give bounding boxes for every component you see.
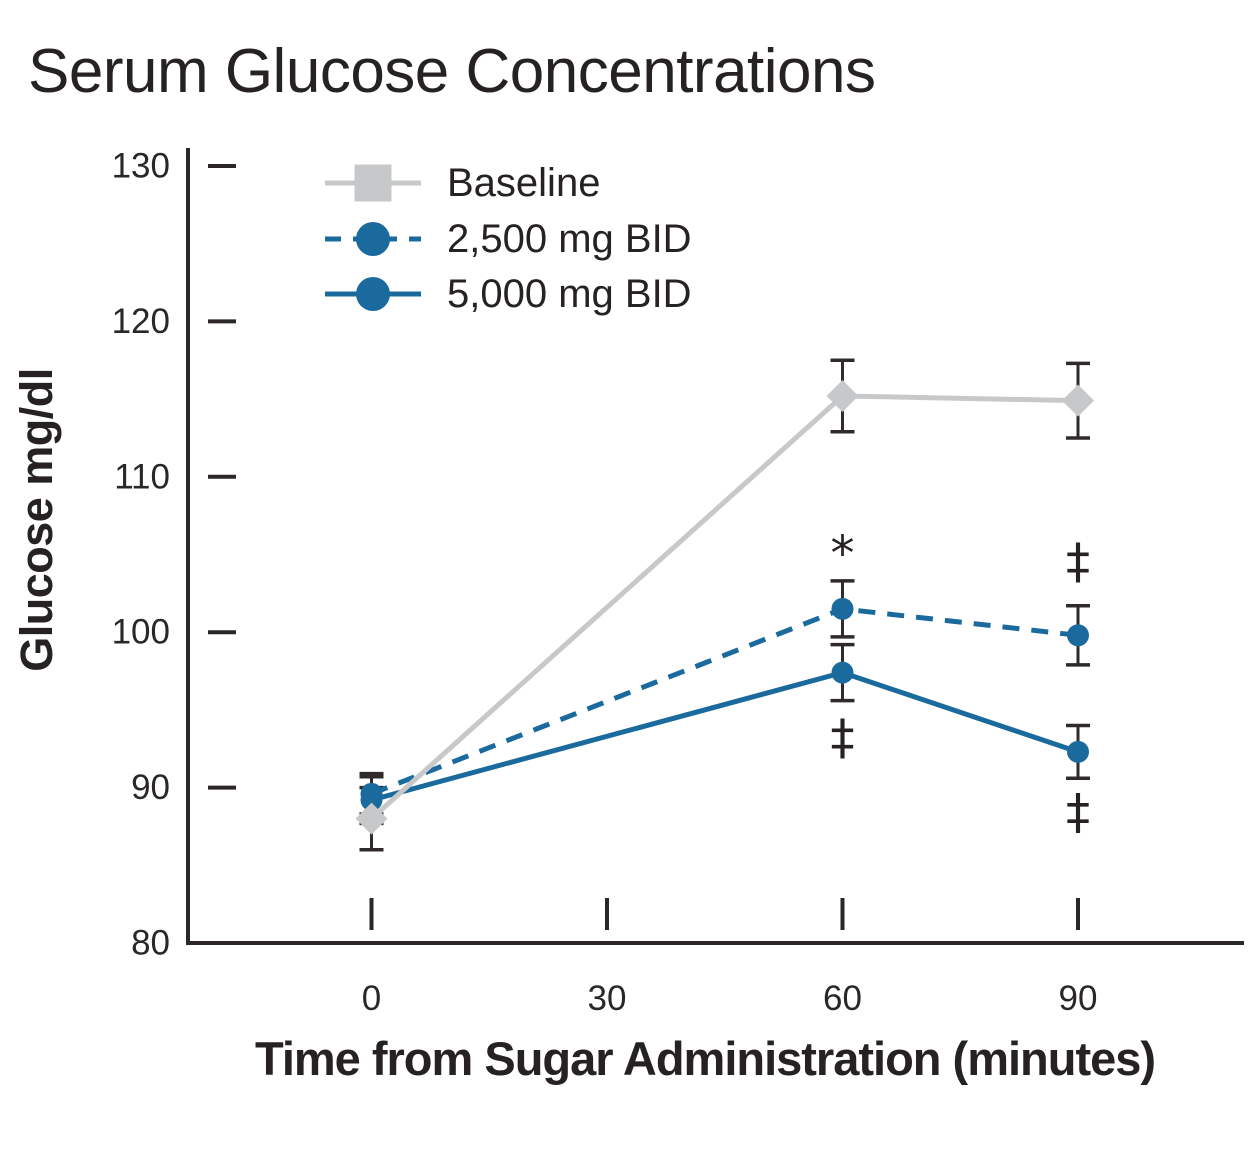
data-point-circle-5-000-mg-bid [360, 789, 383, 812]
legend-entry-baseline: Baseline [325, 161, 600, 205]
data-point-diamond-baseline [1062, 384, 1094, 417]
legend-2500-label: 2,500 mg BID [447, 217, 692, 261]
x-tick-label: 0 [362, 979, 381, 1018]
y-tick-label: 110 [114, 457, 170, 496]
legend-5000-circle-marker-icon [356, 277, 390, 311]
y-tick-label: 130 [112, 147, 170, 186]
data-point-circle-5-000-mg-bid [1067, 740, 1089, 763]
significance-marker: ‡ [1066, 534, 1090, 590]
series-line-baseline [369, 393, 1079, 821]
x-tick-label: 90 [1059, 979, 1098, 1018]
data-point-circle-5-000-mg-bid [831, 661, 854, 684]
error-bars [359, 358, 1090, 852]
y-tick-label: 90 [131, 768, 170, 807]
data-point-circle-2-500-mg-bid [831, 597, 854, 620]
annotations: * ‡ ‡ ‡ [831, 526, 1091, 841]
axes: 130 120 110 100 90 80 0 30 60 90 [112, 147, 1244, 1018]
y-tick-label: 80 [131, 924, 170, 963]
series-line-2-500-mg-bid [370, 606, 1079, 797]
legend-2500-circle-marker-icon [356, 222, 390, 256]
series-line-5-000-mg-bid [370, 669, 1079, 803]
data-point-circle-2-500-mg-bid [1067, 624, 1089, 647]
significance-marker: ‡ [831, 710, 855, 766]
chart-title: Serum Glucose Concentrations [28, 37, 876, 106]
legend-entry-2500: 2,500 mg BID [325, 217, 692, 261]
y-tick-label: 100 [112, 613, 170, 652]
legend-baseline-square-marker-icon [354, 164, 392, 202]
y-tick-label: 120 [112, 302, 170, 341]
data-point-diamond-baseline [826, 379, 859, 412]
legend-5000-label: 5,000 mg BID [447, 272, 692, 316]
series-markers [355, 379, 1094, 835]
data-point-diamond-baseline [355, 802, 388, 835]
legend: Baseline 2,500 mg BID 5,000 mg BID [325, 161, 692, 316]
series-lines [369, 393, 1079, 821]
significance-marker: * [831, 526, 855, 582]
y-axis-title: Glucose mg/dl [11, 368, 62, 672]
legend-baseline-label: Baseline [447, 161, 600, 205]
x-axis-title: Time from Sugar Administration (minutes) [255, 1032, 1155, 1085]
x-tick-label: 30 [588, 979, 627, 1018]
significance-marker: ‡ [1066, 784, 1090, 840]
legend-entry-5000: 5,000 mg BID [325, 272, 692, 316]
x-tick-label: 60 [823, 979, 862, 1018]
